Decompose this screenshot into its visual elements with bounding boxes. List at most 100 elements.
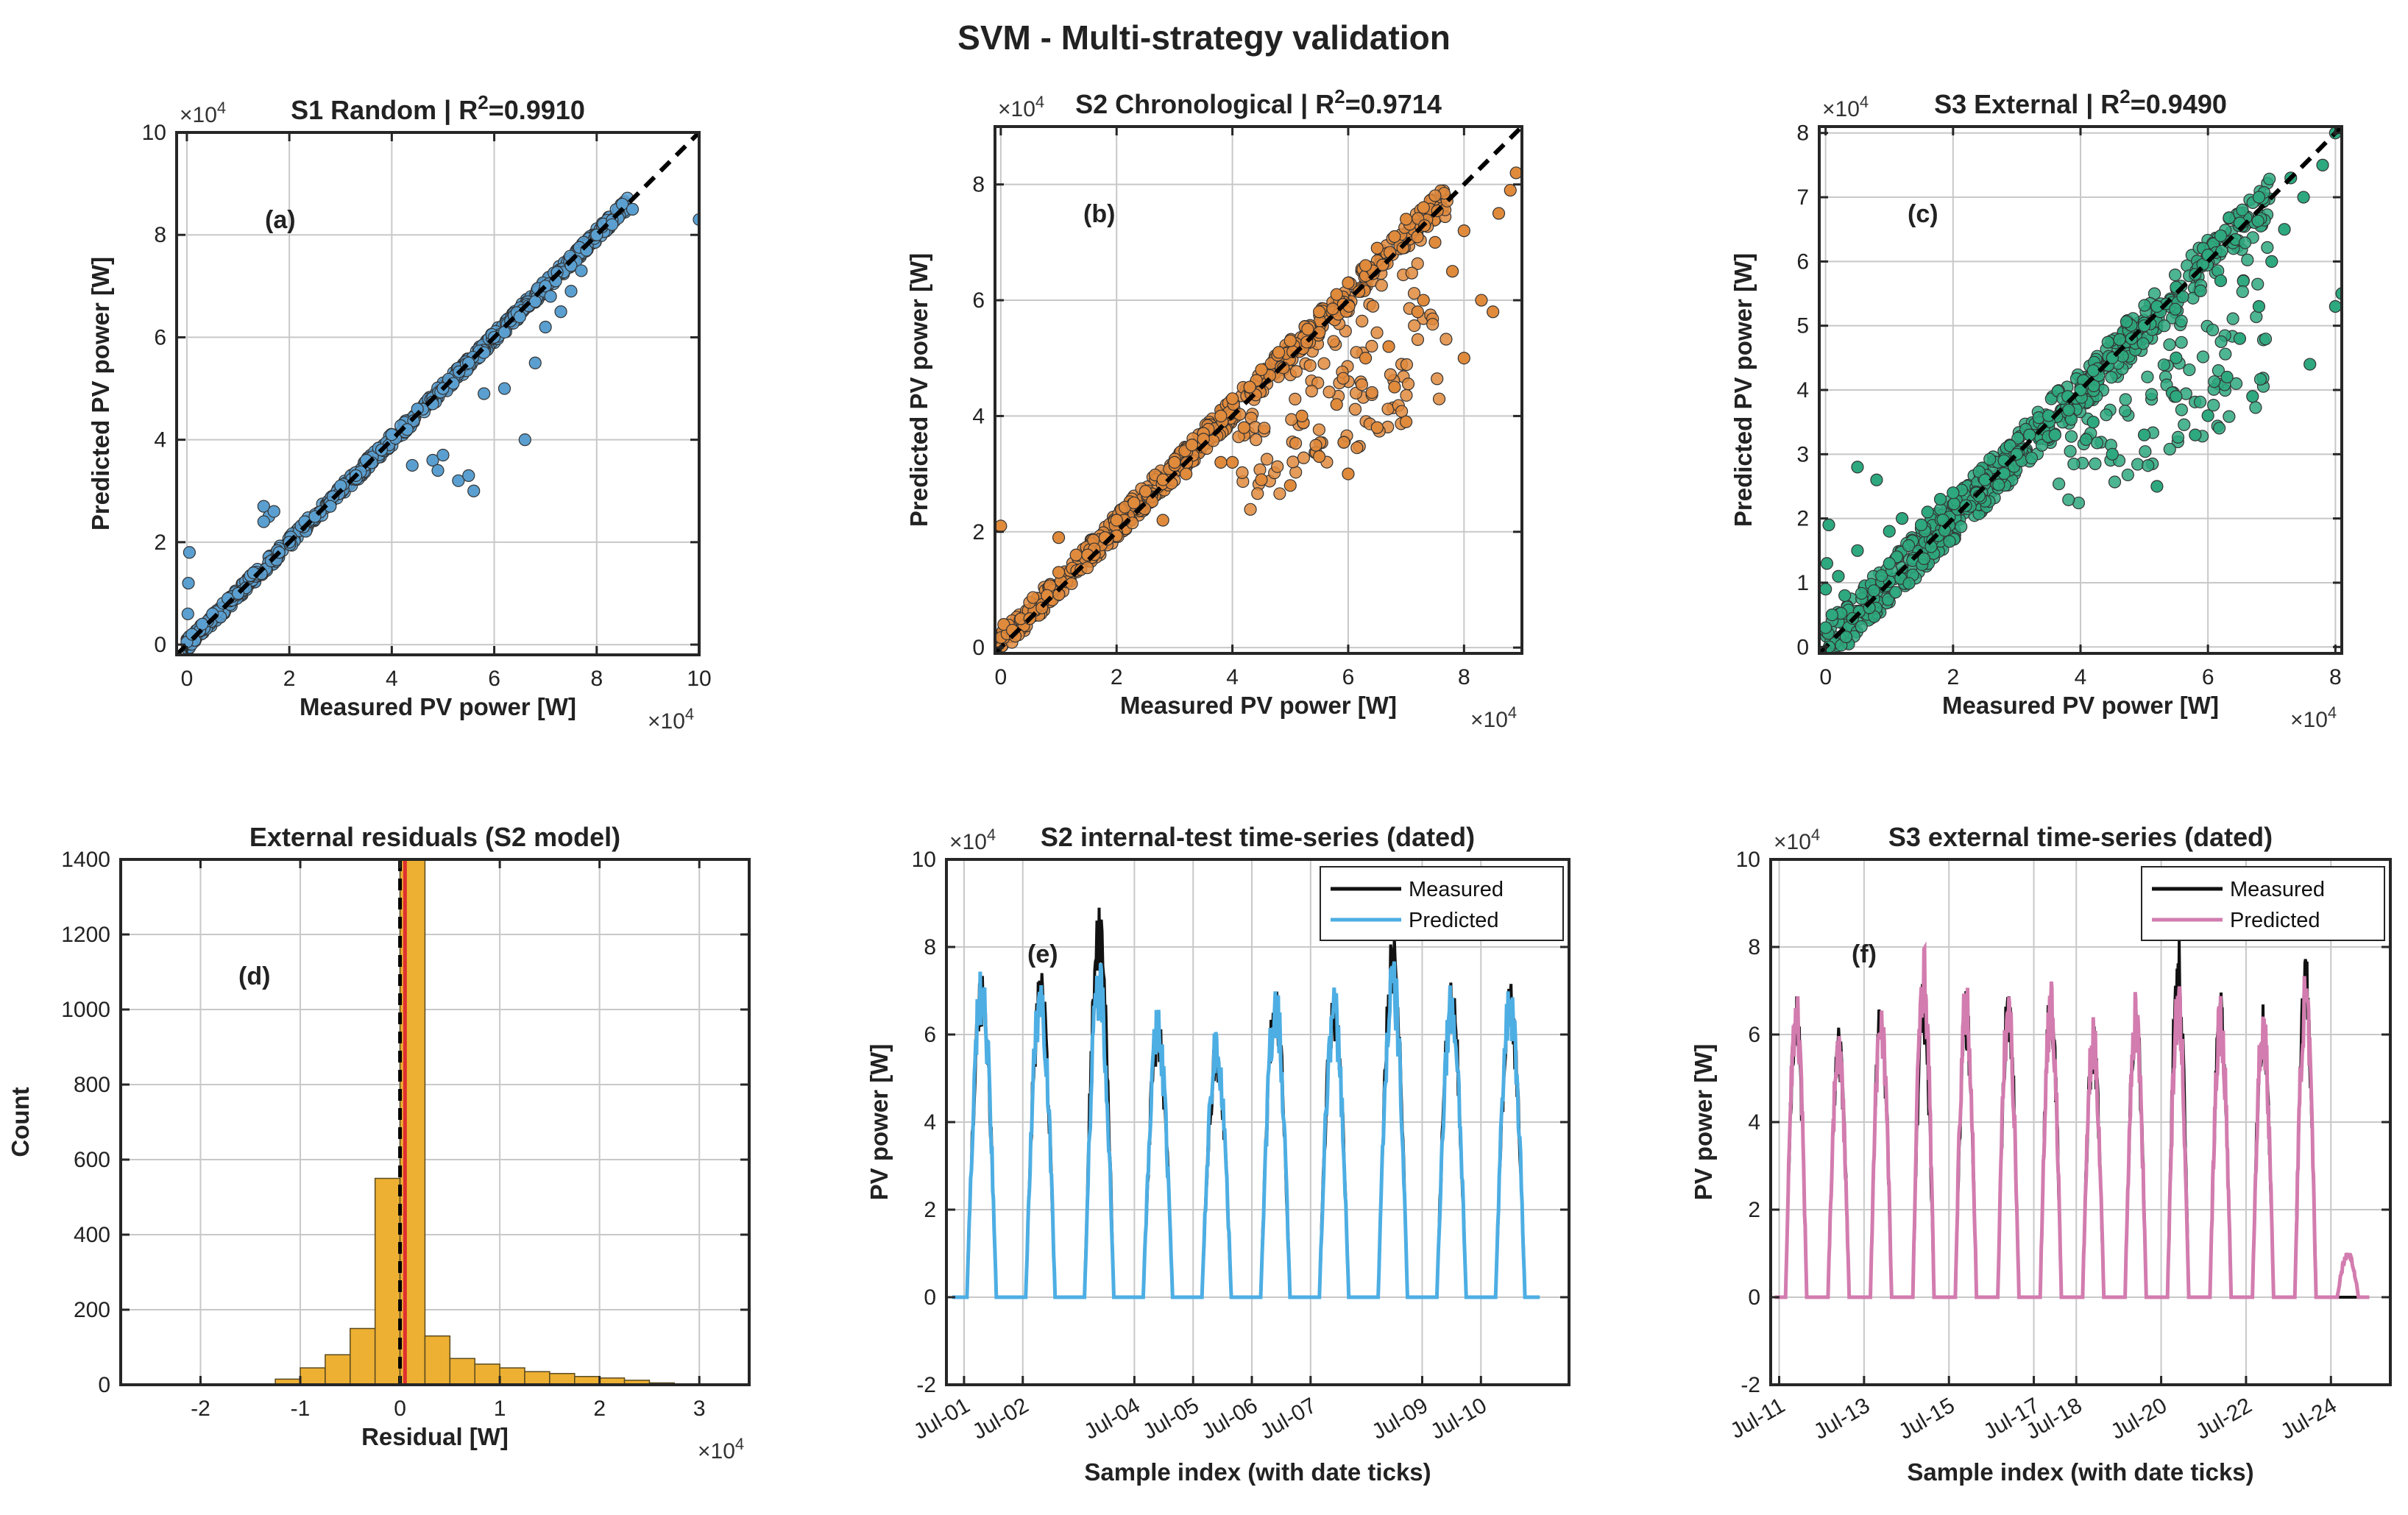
scatter-point [2170,390,2183,403]
y-tick-label: 4 [972,404,985,428]
scatter-point [1875,569,1888,582]
panel-label: (c) [1908,200,1938,228]
x-tick-label: 0 [394,1397,406,1421]
x-tick-label: 0 [181,667,194,691]
y-tick-label: 1400 [61,848,110,872]
scatter-point [2106,447,2119,461]
scatter-chart-c: 0 1 2 3 4 5 6 7 8 0 2 4 6 8 S3 External | R2=0.9490 Mea… [1729,85,2343,732]
scatter-point [1492,207,1506,220]
scatter-point [2226,312,2239,325]
scatter-point [1838,589,1852,603]
scatter-point [1839,630,1852,644]
legend-label: Measured [2230,878,2325,901]
scatter-point [2064,430,2078,443]
scatter-point [1313,450,1326,464]
scatter-point [2067,458,2081,471]
scatter-point [2157,358,2170,372]
scatter-point [2178,418,2191,431]
scatter-point [2208,375,2221,388]
scatter-point [1487,305,1500,319]
scatter-point [2263,172,2276,185]
scatter-point [2183,363,2196,377]
scatter-point [406,458,419,472]
y-tick-label: 6 [1748,1023,1760,1047]
scatter-points [1819,127,2342,653]
scatter-point [2138,299,2151,312]
scatter-point [1052,531,1066,544]
scatter-point [1375,279,1388,292]
scatter-point [1283,334,1297,347]
panel-label: (e) [1027,940,1058,968]
scatter-point [1819,621,1832,634]
scatter-point [2194,284,2207,297]
scatter-point [2214,229,2228,243]
scatter-point [1180,467,1193,480]
scatter-point [1225,455,1239,469]
scatter-point [2252,299,2266,313]
y-axis-label: PV power [W] [1690,1044,1717,1201]
scatter-point [2089,457,2102,470]
scatter-point [1978,473,1991,486]
scatter-point [2163,442,2176,456]
scatter-point [1225,392,1239,405]
scatter-point [1365,339,1378,353]
scatter-point [2219,347,2232,361]
y-tick-label: 8 [924,935,936,959]
scatter-point [995,519,1008,533]
scatter-point [2233,332,2247,345]
scatter-point [2108,475,2122,489]
scatter-point [2259,333,2273,346]
scatter-point [528,295,542,308]
scatter-point [1883,525,1896,538]
scatter-point [2158,319,2171,333]
scatter-point [2121,468,2134,482]
x-tick-label: 8 [2329,665,2342,689]
scatter-point [1432,392,1446,405]
panel-label: (a) [265,206,296,234]
identity-line [1819,127,2342,653]
scatter-point [1388,230,1401,244]
scatter-point [528,356,542,369]
scatter-point [1365,386,1378,400]
scatter-point [1819,583,1832,596]
x-tick-label: 2 [283,667,296,691]
x-tick-label: 8 [1458,665,1470,689]
scatter-point [1440,333,1453,346]
scatter-point [1943,535,1956,548]
date-tick-label: Jul-10 [1427,1393,1491,1444]
scatter-point [1983,453,1997,466]
scatter-point [1411,257,1424,270]
scatter-point [267,505,280,518]
y-tick-label: 0 [924,1285,936,1310]
scatter-point [539,320,552,334]
legend-label: Predicted [1409,909,1499,932]
scatter-point [2053,478,2066,491]
date-tick-label: Jul-02 [968,1393,1033,1444]
scatter-point [997,618,1010,631]
legend-label: Measured [1409,878,1504,901]
scatter-point [1867,584,1880,597]
scatter-point [2025,451,2039,465]
scatter-point [497,325,511,339]
y-tick-label: 10 [912,848,936,872]
scatter-point [1359,352,1373,365]
scatter-point [1832,570,1845,583]
scatter-point [2137,428,2151,441]
scatter-point [1417,294,1430,307]
scatter-point [2196,350,2210,363]
series-lines [952,907,1540,1299]
predicted-line [1774,941,2370,1299]
x-tick-label: 6 [2202,665,2214,689]
x-tick-label: 2 [593,1397,606,1421]
scatter-point [1342,467,1355,480]
y-tick-label: 4 [1748,1110,1760,1135]
scatter-point [2142,459,2155,472]
legend: Measured Predicted [2141,866,2385,941]
y-tick-label: 2 [1796,507,1809,531]
x-tick-label: -1 [291,1397,311,1421]
chart-title: S2 Chronological | R2=0.9714 [1075,85,1442,120]
scatter-point [1317,357,1331,370]
scatter-point [626,202,640,216]
scatter-point [1283,479,1297,492]
scatter-point [1301,322,1314,336]
